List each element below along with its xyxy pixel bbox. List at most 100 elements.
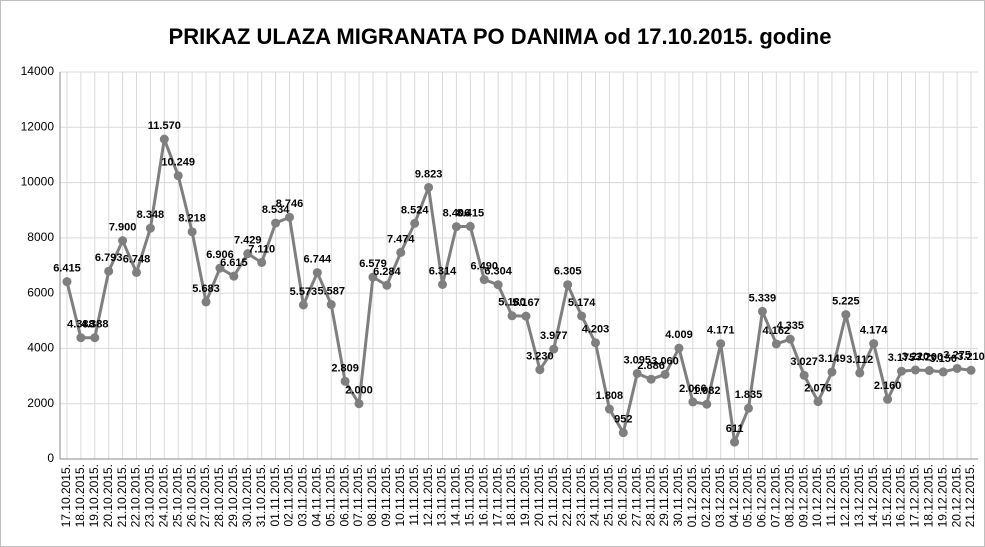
value-label: 3.210 [957,351,985,363]
value-label: 8.406 [443,208,471,220]
point [104,266,114,276]
point [159,134,169,144]
value-label: 3.149 [818,353,846,365]
x-tick-label: 28.11.2015. [643,464,657,527]
value-label: 1.982 [693,385,721,397]
point [62,277,72,287]
x-tick-label: 25.10.2015. [170,464,184,527]
point [90,333,100,343]
x-tick-label: 18.12.2015. [921,464,935,527]
point [354,399,364,409]
value-label: 6.748 [123,253,151,265]
value-label: 8.534 [262,204,290,216]
point [897,366,906,376]
value-label: 4.171 [707,325,735,337]
point [243,249,253,259]
point [410,218,420,228]
point [382,280,392,290]
x-tick-label: 03.12.2015. [713,464,727,527]
y-tick-label: 8000 [27,230,54,244]
point [924,366,934,376]
value-label: 4.174 [860,325,888,337]
x-tick-label: 18.11.2015. [504,464,518,527]
x-tick-label: 19.10.2015. [87,464,101,527]
point [368,272,378,282]
point [271,218,281,228]
point [646,374,656,384]
value-label: 10.249 [161,157,195,169]
value-label: 3.200 [916,351,944,363]
value-label: 9.823 [415,168,443,180]
point [145,223,155,233]
x-tick-label: 05.12.2015. [741,464,755,527]
value-label: 7.900 [109,222,137,234]
point [340,376,350,386]
point [688,397,698,407]
point [716,339,726,349]
value-label: 6.304 [484,266,512,278]
x-tick-label: 22.11.2015. [560,464,574,527]
x-tick-label: 21.10.2015. [115,464,129,527]
x-tick-label: 01.11.2015. [268,464,282,527]
value-label: 6.490 [470,261,498,273]
value-label: 11.570 [148,120,181,132]
value-label: 5.174 [568,297,596,309]
x-tick-label: 27.10.2015. [198,464,212,527]
point [604,404,614,414]
x-tick-label: 10.12.2015. [810,464,824,527]
point [535,365,545,375]
x-tick-label: 10.11.2015. [393,464,407,527]
y-tick-label: 10000 [21,175,55,189]
x-tick-label: 20.11.2015. [532,464,546,527]
value-label: 6.314 [429,265,457,277]
x-tick-label: 14.12.2015. [866,464,880,527]
point [479,275,489,285]
value-label: 3.060 [651,355,679,367]
x-tick-label: 25.11.2015. [602,464,616,527]
x-tick-label: 23.11.2015. [574,464,588,527]
x-tick-label: 27.11.2015. [629,464,643,527]
value-label: 8.746 [276,198,304,210]
x-tick-label: 21.12.2015. [963,464,977,527]
value-label: 7.110 [248,243,275,255]
x-tick-label: 02.12.2015. [699,464,713,527]
value-label: 4.388 [81,319,109,331]
point [201,297,211,307]
point [827,367,837,377]
x-tick-label: 09.11.2015. [379,464,393,527]
point [465,221,475,231]
x-tick-label: 02.11.2015. [282,464,296,527]
x-tick-label: 20.12.2015. [949,464,963,527]
x-tick-label: 04.11.2015. [309,464,323,527]
value-label: 8.218 [178,213,206,225]
value-label: 8.524 [401,204,429,216]
point [312,268,322,278]
value-label: 3.027 [790,356,818,368]
x-tick-label: 19.11.2015. [518,464,532,527]
value-label: 3.230 [526,351,554,363]
point [76,333,86,343]
x-tick-label: 29.10.2015. [226,464,240,527]
point [438,279,447,289]
value-label: 6.415 [53,263,81,275]
value-label: 2.076 [804,383,832,395]
point [910,365,920,375]
point [660,369,670,379]
point [187,227,197,237]
value-label: 5.339 [749,292,777,304]
x-tick-label: 08.11.2015. [365,464,379,527]
point [118,236,128,246]
x-tick-label: 17.10.2015. [59,464,73,527]
value-label: 3.275 [943,349,971,361]
point [730,437,740,447]
point [549,344,559,354]
x-tick-label: 19.12.2015. [935,464,949,527]
x-tick-label: 07.12.2015. [768,464,782,527]
point [855,368,865,378]
value-label: 3.220 [902,351,930,363]
value-label: 952 [614,414,632,426]
y-tick-label: 4000 [27,341,54,355]
point [132,267,141,277]
point [257,257,267,267]
